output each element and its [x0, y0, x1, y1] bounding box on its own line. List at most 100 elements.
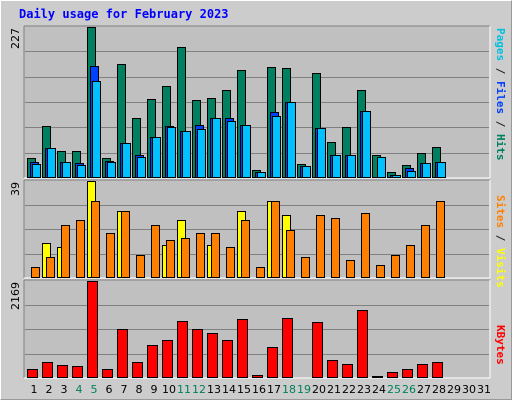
legend-entry: Visits	[494, 248, 507, 288]
pages-bar	[242, 125, 251, 178]
kbytes-bar	[72, 366, 83, 378]
kbytes-bar	[132, 362, 143, 378]
legend-entry: /	[494, 114, 507, 134]
pages-bar	[107, 162, 116, 178]
x-tick-label: 1	[31, 383, 38, 396]
kbytes-bar	[252, 375, 263, 378]
pages-bar	[197, 129, 206, 178]
legend-entry: Files	[494, 81, 507, 114]
legend-entry: Sites	[494, 195, 507, 228]
sites-bar	[331, 218, 340, 278]
x-tick-label: 17	[267, 383, 281, 396]
x-tick-label: 6	[106, 383, 113, 396]
pages-bar	[437, 162, 446, 178]
x-tick-label: 7	[121, 383, 128, 396]
kbytes-bar	[432, 362, 443, 378]
legend-entry: /	[494, 61, 507, 81]
kbytes-bar	[222, 340, 233, 378]
sites-bar	[136, 255, 145, 278]
x-tick-label: 4	[76, 383, 83, 396]
chart-title: Daily usage for February 2023	[19, 7, 229, 21]
x-tick-label: 20	[312, 383, 326, 396]
x-tick-label: 10	[162, 383, 176, 396]
sites-bar	[181, 238, 190, 278]
kbytes-bar	[372, 376, 383, 378]
x-tick-label: 13	[207, 383, 221, 396]
sites-bar	[406, 245, 415, 278]
x-tick-label: 27	[417, 383, 431, 396]
x-tick-label: 8	[136, 383, 143, 396]
kbytes-bar	[27, 369, 38, 378]
x-tick-label: 30	[462, 383, 476, 396]
sites-bar	[76, 220, 85, 278]
kbytes-bar	[192, 329, 203, 378]
kbytes-bar	[57, 365, 68, 378]
legend-entry: /	[494, 228, 507, 248]
x-tick-label: 12	[192, 383, 206, 396]
sites-bar	[391, 255, 400, 278]
x-tick-label: 2	[46, 383, 53, 396]
x-tick-label: 23	[357, 383, 371, 396]
kbytes-bar	[87, 281, 98, 378]
pages-bar	[122, 143, 131, 178]
sites-bar	[286, 230, 295, 278]
panel-bottom-legend: KBytes	[494, 325, 507, 365]
sites-bar	[226, 247, 235, 278]
sites-bar	[271, 201, 280, 278]
kbytes-bar	[207, 333, 218, 378]
x-tick-label: 26	[402, 383, 416, 396]
x-tick-label: 5	[91, 383, 98, 396]
sites-bar	[361, 213, 370, 278]
sites-bar	[421, 225, 430, 278]
sites-bar	[196, 233, 205, 278]
pages-bar	[167, 127, 176, 178]
pages-bar	[152, 137, 161, 178]
kbytes-bar	[357, 310, 368, 378]
sites-bar	[31, 267, 40, 278]
sites-bar	[121, 211, 130, 278]
pages-bar	[302, 166, 311, 178]
x-tick-label: 19	[297, 383, 311, 396]
kbytes-bar	[417, 364, 428, 378]
pages-bar	[47, 148, 56, 178]
x-tick-label: 21	[327, 383, 341, 396]
kbytes-bar	[312, 322, 323, 378]
kbytes-bar	[147, 345, 158, 378]
kbytes-bar	[327, 360, 338, 378]
sites-bar	[106, 233, 115, 278]
panel-middle-legend: Sites / Visits	[494, 195, 507, 288]
x-tick-label: 11	[177, 383, 191, 396]
x-tick-label: 16	[252, 383, 266, 396]
pages-bar	[182, 131, 191, 178]
pages-bar	[257, 172, 266, 178]
x-tick-label: 24	[372, 383, 386, 396]
sites-bar	[301, 257, 310, 278]
kbytes-bar	[342, 364, 353, 378]
x-tick-label: 25	[387, 383, 401, 396]
x-tick-label: 22	[342, 383, 356, 396]
legend-entry: Pages	[494, 28, 507, 61]
x-tick-label: 14	[222, 383, 236, 396]
panel-top-max-label: 227	[9, 28, 22, 49]
pages-bar	[92, 81, 101, 178]
pages-bar	[377, 157, 386, 178]
sites-bar	[436, 201, 445, 278]
pages-bar	[77, 165, 86, 178]
sites-bar	[46, 257, 55, 278]
kbytes-bar	[282, 318, 293, 378]
kbytes-bar	[237, 319, 248, 378]
x-tick-label: 28	[432, 383, 446, 396]
kbytes-bar	[177, 321, 188, 378]
sites-bar	[151, 225, 160, 278]
pages-bar	[362, 111, 371, 178]
pages-bar	[407, 171, 416, 178]
sites-bar	[166, 240, 175, 278]
kbytes-bar	[387, 372, 398, 378]
pages-bar	[392, 175, 401, 178]
sites-bar	[316, 215, 325, 278]
kbytes-bar	[402, 369, 413, 378]
sites-bar	[346, 260, 355, 278]
pages-bar	[422, 163, 431, 178]
x-tick-label: 9	[151, 383, 158, 396]
pages-bar	[137, 157, 146, 178]
